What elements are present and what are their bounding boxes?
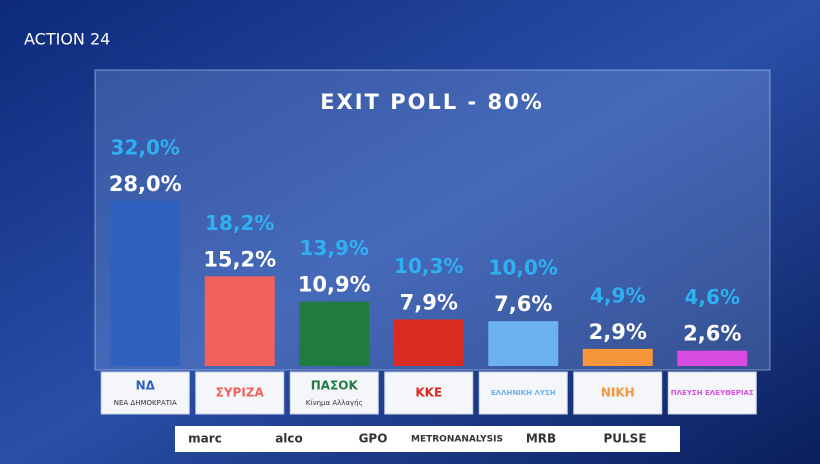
bar: [110, 200, 181, 366]
party-card: [573, 371, 663, 415]
x-tick-label: ΝΔ: [136, 379, 156, 393]
footer-strip: [175, 426, 680, 452]
value-label: 7,6%: [494, 292, 552, 316]
pollster: METRONANALYSIS: [411, 435, 503, 445]
x-tick-note: Κίνημα Αλλαγής: [306, 399, 363, 407]
brand: ACTION 24: [24, 30, 110, 49]
party-card: [667, 371, 757, 415]
pollster: MRB: [526, 432, 556, 446]
x-tick-label: ΠΛΕΥΣΗ ΕΛΕΥΘΕΡΙΑΣ: [671, 389, 754, 397]
comparison-label: 13,9%: [300, 236, 369, 260]
party-card: [384, 371, 474, 415]
comparison-label: 10,3%: [394, 254, 463, 278]
comparison-label: 4,6%: [685, 285, 740, 309]
bar: [204, 276, 275, 366]
pollster: PULSE: [603, 432, 646, 446]
value-label: 2,9%: [589, 320, 647, 344]
pollster: GPO: [359, 432, 388, 446]
comparison-label: 4,9%: [590, 283, 645, 307]
party-card: [478, 371, 568, 415]
chart-title: EXIT POLL - 80%: [320, 90, 544, 114]
value-label: 28,0%: [109, 172, 182, 196]
x-tick-label: ΕΛΛΗΝΙΚΗ ΛΥΣΗ: [491, 389, 556, 397]
pollster: alco: [275, 432, 303, 446]
value-label: 10,9%: [298, 273, 371, 297]
x-tick-label: ΠΑΣΟΚ: [311, 379, 359, 393]
comparison-label: 18,2%: [205, 211, 274, 235]
bar: [393, 319, 464, 366]
value-label: 7,9%: [400, 290, 458, 314]
comparison-label: 10,0%: [489, 256, 558, 280]
bar: [488, 321, 559, 366]
x-tick-label: ΣΥΡΙΖΑ: [216, 386, 265, 400]
value-label: 15,2%: [203, 247, 276, 271]
pollster: marc: [188, 432, 222, 446]
party-card: [195, 371, 285, 415]
x-tick-label: ΚΚΕ: [415, 386, 442, 400]
bar: [677, 350, 748, 366]
value-label: 2,6%: [683, 322, 741, 346]
party-card: [289, 371, 379, 415]
bar: [299, 301, 370, 366]
party-card: [100, 371, 190, 415]
comparison-label: 32,0%: [111, 135, 180, 159]
x-tick-note: ΝΕΑ ΔΗΜΟΚΡΑΤΙΑ: [114, 399, 177, 407]
bar: [582, 348, 653, 366]
x-tick-label: ΝΙΚΗ: [601, 386, 635, 400]
